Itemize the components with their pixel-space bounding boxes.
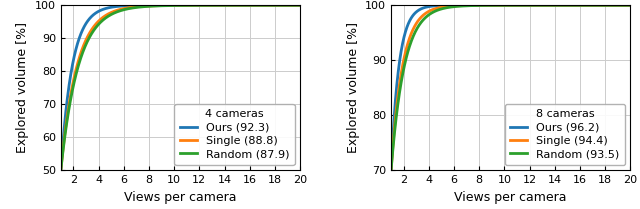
Legend: Ours (92.3), Single (88.8), Random (87.9): Ours (92.3), Single (88.8), Random (87.9… [175,104,294,165]
Random (93.5) [412,30,419,33]
Legend: Ours (96.2), Single (94.4), Random (93.5): Ours (96.2), Single (94.4), Random (93.5… [505,104,625,165]
Ours (96.2) [387,169,395,172]
Ours (96.2) [552,4,559,6]
Random (87.9) [248,4,255,6]
Single (94.4) [387,169,395,172]
Random (87.9) [154,5,161,7]
Y-axis label: Explored volume [%]: Explored volume [%] [347,22,360,153]
Line: Single (88.8): Single (88.8) [61,5,300,170]
Ours (92.3) [163,4,170,6]
Ours (92.3) [296,4,304,6]
Line: Ours (96.2): Ours (96.2) [391,5,630,170]
Ours (96.2) [412,11,419,14]
Ours (92.3) [221,4,229,6]
Y-axis label: Explored volume [%]: Explored volume [%] [17,22,29,153]
Random (93.5) [484,4,492,7]
Ours (92.3) [244,4,252,6]
Single (94.4) [578,4,586,6]
X-axis label: Views per camera: Views per camera [124,191,237,204]
Single (94.4) [552,4,559,6]
Single (88.8) [154,4,161,7]
Ours (96.2) [627,4,634,6]
Line: Random (93.5): Random (93.5) [391,5,630,170]
Random (87.9) [163,4,170,7]
Single (94.4) [484,4,492,6]
Single (88.8) [163,4,170,7]
Random (93.5) [387,169,395,172]
Random (93.5) [493,4,500,6]
Ours (92.3) [248,4,255,6]
Line: Random (87.9): Random (87.9) [61,5,300,170]
Ours (92.3) [57,169,65,172]
Line: Single (94.4): Single (94.4) [391,5,630,170]
Single (88.8) [248,4,255,6]
Ours (96.2) [578,4,586,6]
Ours (96.2) [493,4,500,6]
Line: Ours (92.3): Ours (92.3) [61,5,300,170]
Random (93.5) [578,4,586,6]
Random (87.9) [296,4,304,6]
Random (93.5) [552,4,559,6]
Ours (92.3) [81,24,89,26]
Ours (96.2) [574,4,582,6]
Single (94.4) [412,24,419,26]
X-axis label: Views per camera: Views per camera [454,191,567,204]
Random (87.9) [244,4,252,6]
Single (88.8) [244,4,252,6]
Random (87.9) [81,45,89,47]
Random (87.9) [221,4,229,6]
Single (88.8) [81,40,89,43]
Random (93.5) [574,4,582,6]
Random (93.5) [627,4,634,6]
Single (88.8) [57,169,65,172]
Single (88.8) [296,4,304,6]
Single (94.4) [493,4,500,6]
Single (88.8) [221,4,229,6]
Random (87.9) [57,169,65,172]
Ours (92.3) [154,4,161,6]
Ours (96.2) [484,4,492,6]
Single (94.4) [627,4,634,6]
Single (94.4) [574,4,582,6]
